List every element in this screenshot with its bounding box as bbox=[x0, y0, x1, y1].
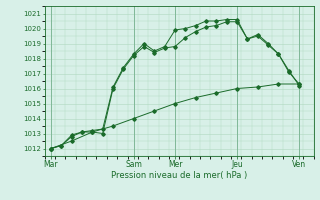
X-axis label: Pression niveau de la mer( hPa ): Pression niveau de la mer( hPa ) bbox=[111, 171, 247, 180]
